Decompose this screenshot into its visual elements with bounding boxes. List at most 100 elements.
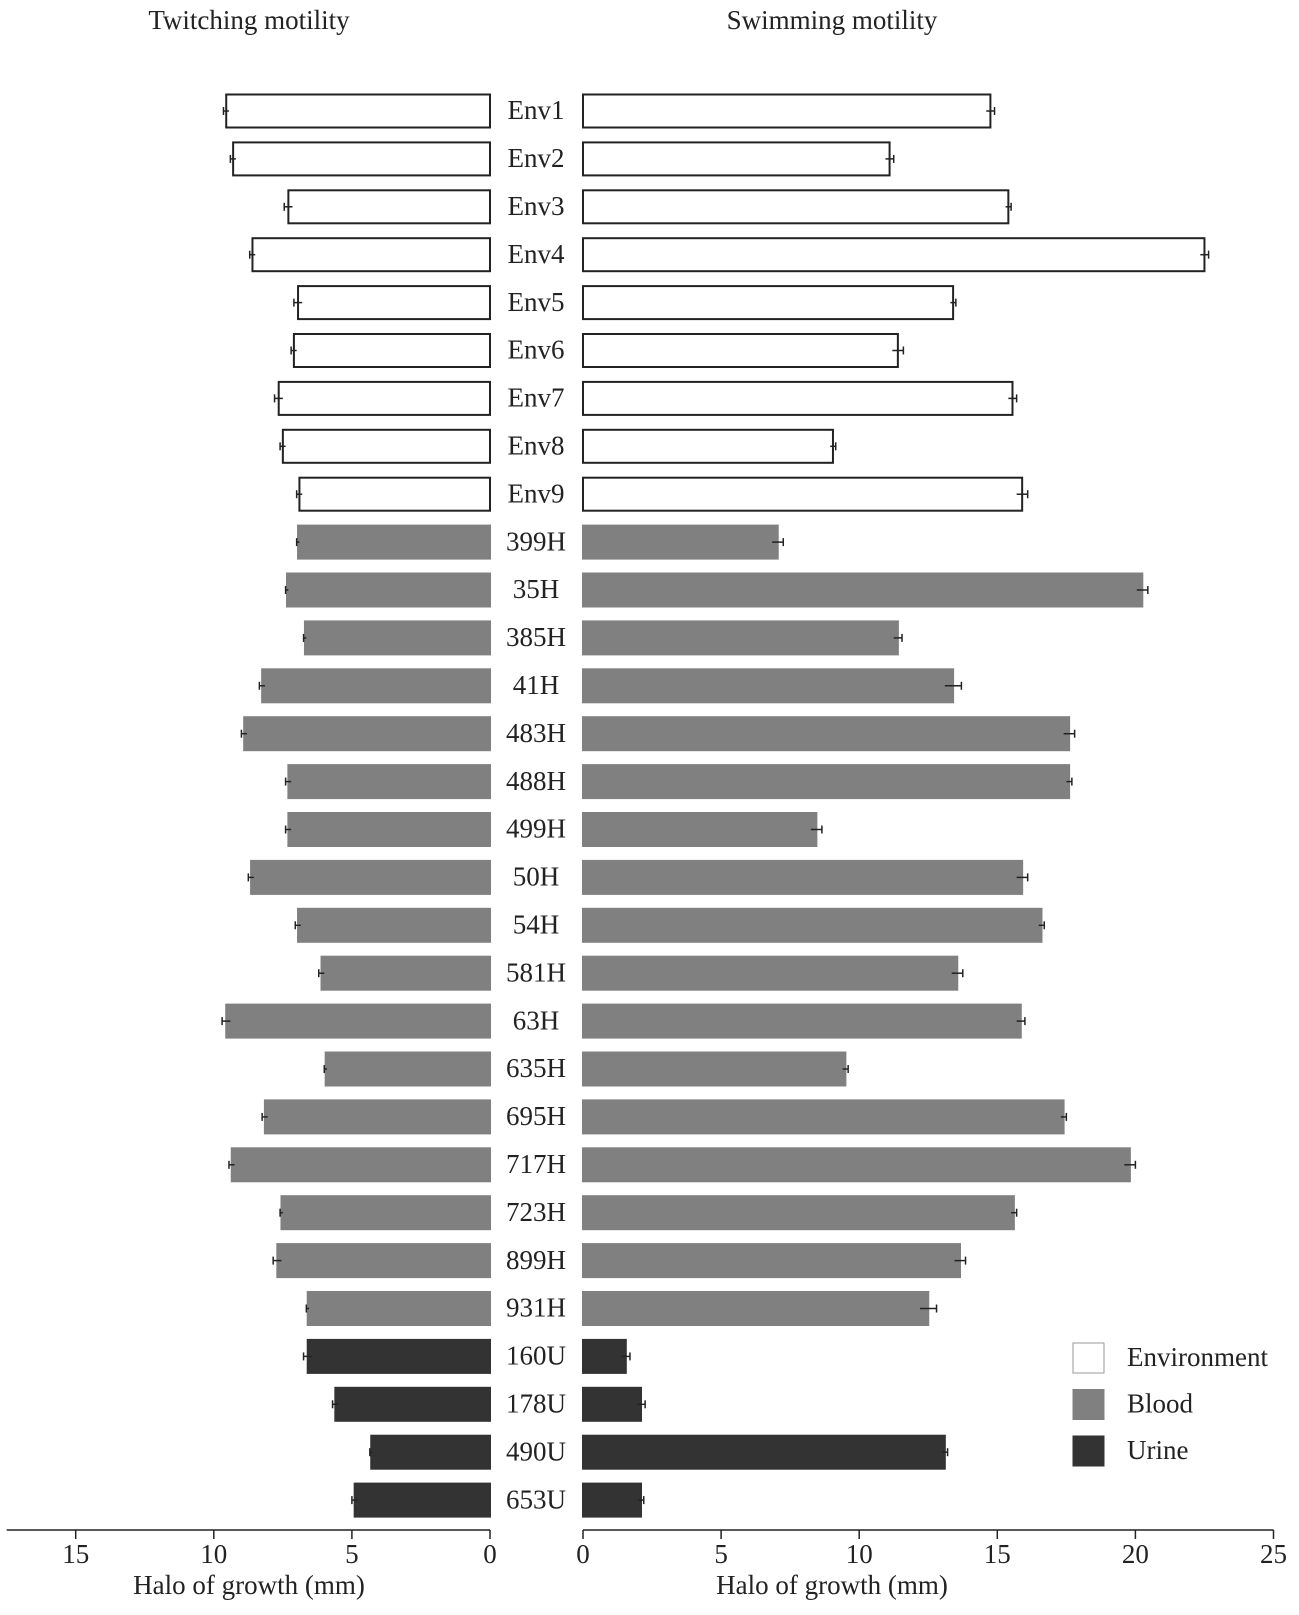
bar — [353, 1482, 491, 1518]
legend-swatch — [1072, 1342, 1105, 1374]
bar — [582, 955, 959, 991]
category-label: 723H — [506, 1197, 566, 1227]
category-label: 54H — [513, 910, 560, 940]
bar — [230, 1147, 492, 1183]
bar — [582, 524, 779, 560]
bar — [582, 1338, 627, 1374]
bar — [582, 380, 1014, 416]
category-label: 490U — [506, 1436, 566, 1466]
bar — [281, 428, 491, 464]
panel-title: Swimming motility — [727, 5, 938, 35]
bar — [250, 859, 491, 895]
bar — [297, 524, 491, 560]
bar — [582, 812, 818, 847]
bar — [251, 237, 491, 273]
x-tick-label: 15 — [62, 1539, 89, 1569]
bar — [582, 620, 899, 656]
bar — [225, 1003, 491, 1039]
category-label: Env6 — [508, 335, 565, 365]
x-tick-label: 5 — [714, 1539, 728, 1569]
bar — [303, 620, 492, 656]
bar — [277, 380, 491, 416]
category-label: Env5 — [508, 287, 565, 317]
category-label: Env7 — [508, 383, 565, 413]
x-tick-label: 20 — [1122, 1539, 1149, 1569]
legend-label: Urine — [1127, 1435, 1188, 1465]
bar — [225, 93, 491, 129]
bar — [582, 1195, 1015, 1231]
x-tick-label: 5 — [345, 1539, 359, 1569]
bar — [582, 1003, 1022, 1039]
bar — [582, 1291, 930, 1326]
bar — [582, 428, 834, 464]
bar — [285, 572, 492, 608]
bar — [582, 716, 1071, 752]
bar — [370, 1434, 492, 1470]
bar — [261, 668, 492, 704]
category-label: 499H — [506, 814, 566, 844]
category-label: 899H — [506, 1245, 566, 1275]
category-label: Env8 — [508, 431, 565, 461]
bar — [582, 1386, 643, 1422]
bar — [582, 1051, 847, 1087]
bar — [297, 907, 491, 943]
bar — [276, 1243, 491, 1279]
category-label: 385H — [506, 622, 566, 652]
bar — [582, 859, 1024, 895]
category-label: 931H — [506, 1293, 566, 1323]
bar — [582, 93, 992, 129]
x-tick-label: 10 — [200, 1539, 227, 1569]
bar — [232, 141, 491, 177]
x-axis-label: Halo of growth (mm) — [716, 1570, 948, 1600]
category-label: 483H — [506, 718, 566, 748]
category-label: 653U — [506, 1484, 566, 1514]
bar — [292, 333, 492, 368]
bar — [582, 1434, 946, 1470]
bar — [582, 285, 955, 321]
bar — [582, 1099, 1065, 1135]
category-label: 63H — [513, 1005, 560, 1035]
x-tick-label: 10 — [846, 1539, 873, 1569]
bar — [306, 1338, 492, 1374]
bar — [287, 764, 491, 800]
bar — [280, 1195, 491, 1231]
legend-swatch — [1072, 1435, 1105, 1467]
bar — [582, 907, 1043, 943]
x-tick-label: 15 — [984, 1539, 1011, 1569]
bar — [582, 668, 955, 704]
bar — [582, 189, 1010, 225]
bar — [306, 1291, 492, 1326]
bar — [243, 716, 491, 752]
bar — [287, 812, 491, 847]
bar — [297, 285, 491, 321]
category-label: 717H — [506, 1149, 566, 1179]
x-tick-label: 0 — [576, 1539, 590, 1569]
category-label: Env3 — [508, 191, 565, 221]
bar — [263, 1099, 491, 1135]
category-label: 50H — [513, 862, 560, 892]
bar — [582, 333, 899, 368]
category-label: Env9 — [508, 478, 565, 508]
bar — [287, 189, 491, 225]
legend-label: Environment — [1127, 1342, 1268, 1372]
bar — [582, 237, 1206, 273]
category-label: 178U — [506, 1389, 566, 1419]
legend-label: Blood — [1127, 1389, 1194, 1419]
bar — [334, 1386, 491, 1422]
category-label: 635H — [506, 1053, 566, 1083]
category-label: 488H — [506, 766, 566, 796]
bar — [582, 1147, 1131, 1183]
category-label: 399H — [506, 526, 566, 556]
panel-title: Twitching motility — [148, 5, 350, 35]
bar — [582, 1482, 643, 1518]
bar — [582, 764, 1071, 800]
bar — [582, 476, 1024, 512]
bar — [324, 1051, 492, 1087]
category-label: Env2 — [508, 143, 565, 173]
category-label: 695H — [506, 1101, 566, 1131]
category-label: 581H — [506, 957, 566, 987]
bar — [582, 1243, 962, 1279]
category-label: 160U — [506, 1341, 566, 1371]
x-tick-label: 25 — [1260, 1539, 1287, 1569]
